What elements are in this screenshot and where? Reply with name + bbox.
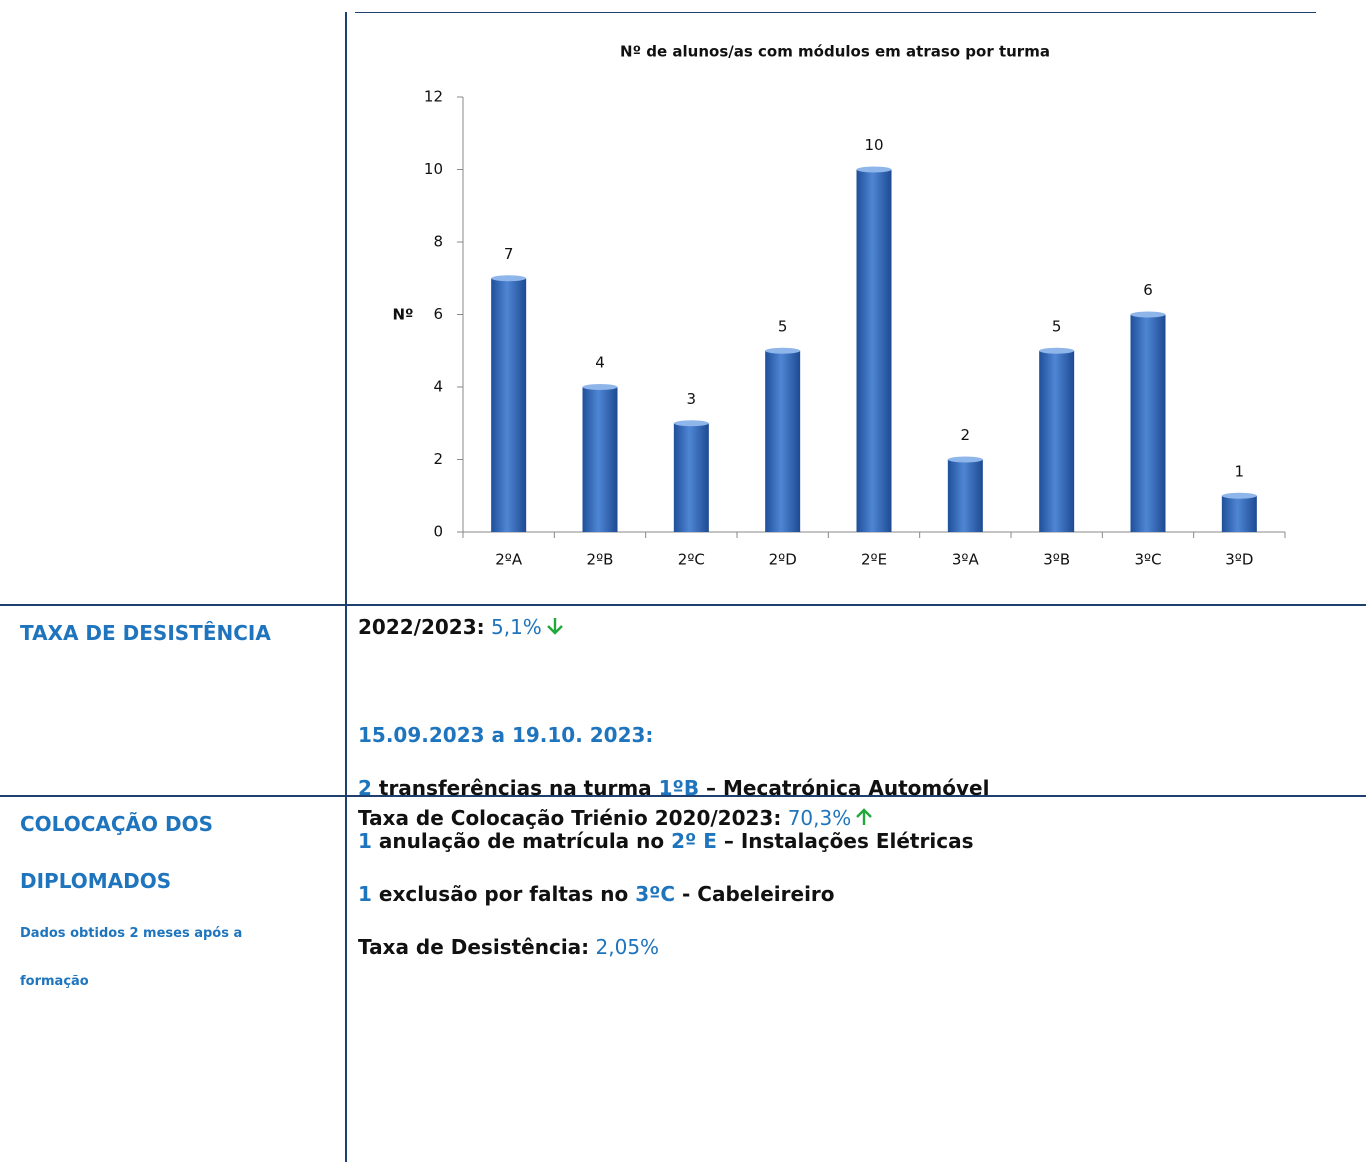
text-line: Taxa de Colocação Triénio 2020/2023: 70,…: [358, 796, 873, 849]
bar: [1039, 350, 1075, 532]
note-text: formação: [20, 974, 89, 989]
text-segment: Taxa de Desistência:: [358, 935, 590, 959]
border: [0, 604, 1366, 606]
heading-text: DIPLOMADOS: [20, 869, 172, 893]
text-segment: 1ºB: [658, 776, 700, 800]
bar-cap: [947, 456, 983, 463]
trend-arrow: [856, 808, 873, 825]
y-tick-label: 10: [424, 160, 443, 178]
data-label: 5: [1052, 317, 1062, 335]
border: [345, 12, 347, 1162]
bar-cap: [582, 384, 618, 390]
text-line: 1 anulação de matrícula no 2º E – Instal…: [358, 819, 989, 872]
x-tick-label: 3ºD: [1225, 551, 1253, 569]
trend-arrow: [546, 618, 563, 635]
data-label: 5: [778, 317, 788, 335]
text-segment: 2º E: [671, 829, 717, 853]
text-segment: 1: [358, 882, 372, 906]
y-tick-label: 12: [424, 88, 443, 106]
text-line: Taxa de Desistência: 2,05%: [358, 925, 989, 978]
bar-cap: [1221, 492, 1257, 499]
data-label: 7: [504, 245, 514, 263]
x-tick-label: 3ºA: [952, 551, 980, 569]
bar: [1221, 495, 1257, 532]
row-heading: COLOCAÇÃO DOS DIPLOMADOS Dados obtidos 2 m…: [20, 796, 242, 1006]
x-tick-label: 3ºB: [1043, 551, 1070, 569]
y-tick-label: 0: [433, 523, 443, 541]
bar-cap: [1130, 311, 1166, 318]
x-tick-label: 2ºB: [587, 551, 614, 569]
data-label: 10: [864, 136, 883, 154]
x-tick-label: 3ºC: [1134, 551, 1161, 569]
border: [0, 795, 1366, 797]
bar: [947, 459, 983, 532]
bar: [856, 169, 892, 532]
text-line: 2 transferências na turma 1ºB – Mecatrón…: [358, 766, 989, 819]
row-heading: TAXA DE DESISTÊNCIA: [20, 605, 271, 662]
y-tick-label: 8: [433, 233, 443, 251]
text-segment: Taxa de Colocação Triénio 2020/2023:: [358, 806, 782, 830]
text-segment: 3ºC: [635, 882, 676, 906]
row-content: 2022/2023: 5,1% 15.09.2023 a 19.10. 2023:…: [358, 605, 989, 978]
text-segment: anulação de matrícula no: [371, 829, 672, 853]
x-tick-label: 2ºC: [678, 551, 705, 569]
text-segment: 2: [358, 776, 372, 800]
bar-cap: [1039, 347, 1075, 354]
bar: [582, 387, 618, 532]
text-segment: 70,3%: [781, 806, 852, 830]
y-tick-label: 6: [433, 305, 443, 323]
text-segment: 5,1%: [484, 615, 542, 639]
y-tick-label: 4: [433, 378, 443, 396]
data-label: 2: [961, 426, 971, 444]
text-line: 2022/2023: 5,1%: [358, 605, 989, 713]
text-segment: - Cabeleireiro: [675, 882, 835, 906]
border: [355, 12, 1316, 13]
chart-title: Nº de alunos/as com módulos em atraso po…: [620, 43, 1050, 61]
text-line: 15.09.2023 a 19.10. 2023:: [358, 713, 989, 766]
text-segment: 1: [358, 829, 372, 853]
x-tick-label: 2ºE: [861, 551, 887, 569]
data-label: 3: [687, 390, 697, 408]
text-segment: exclusão por faltas no: [371, 882, 636, 906]
bar-cap: [491, 275, 527, 282]
chart: Nº de alunos/as com módulos em atraso po…: [392, 43, 1286, 569]
bar: [673, 423, 709, 532]
text-segment: 15.09.2023 a 19.10. 2023:: [358, 723, 654, 747]
data-label: 4: [595, 354, 605, 372]
text-segment: transferências na turma: [371, 776, 659, 800]
bar-cap: [765, 347, 801, 354]
bar: [1130, 314, 1166, 532]
heading-text: COLOCAÇÃO DOS: [20, 812, 213, 836]
bar-cap: [673, 420, 709, 427]
text-segment: 2,05%: [589, 935, 660, 959]
data-label: 6: [1143, 281, 1153, 299]
row-content: Taxa de Colocação Triénio 2020/2023: 70,…: [358, 796, 873, 849]
bar-cap: [856, 166, 892, 173]
y-tick-label: 2: [433, 450, 443, 468]
bar: [491, 278, 527, 532]
x-tick-label: 2ºA: [495, 551, 523, 569]
heading-text: TAXA DE DESISTÊNCIA: [20, 621, 271, 645]
text-line: 1 exclusão por faltas no 3ºC - Cabeleire…: [358, 872, 989, 925]
bar: [765, 350, 801, 532]
text-segment: 2022/2023:: [358, 615, 485, 639]
note-text: Dados obtidos 2 meses após a: [20, 926, 243, 941]
y-axis-label: Nº: [392, 306, 413, 324]
text-segment: – Instalações Elétricas: [716, 829, 974, 853]
text-segment: – Mecatrónica Automóvel: [699, 776, 990, 800]
data-label: 1: [1235, 462, 1245, 480]
x-tick-label: 2ºD: [769, 551, 797, 569]
